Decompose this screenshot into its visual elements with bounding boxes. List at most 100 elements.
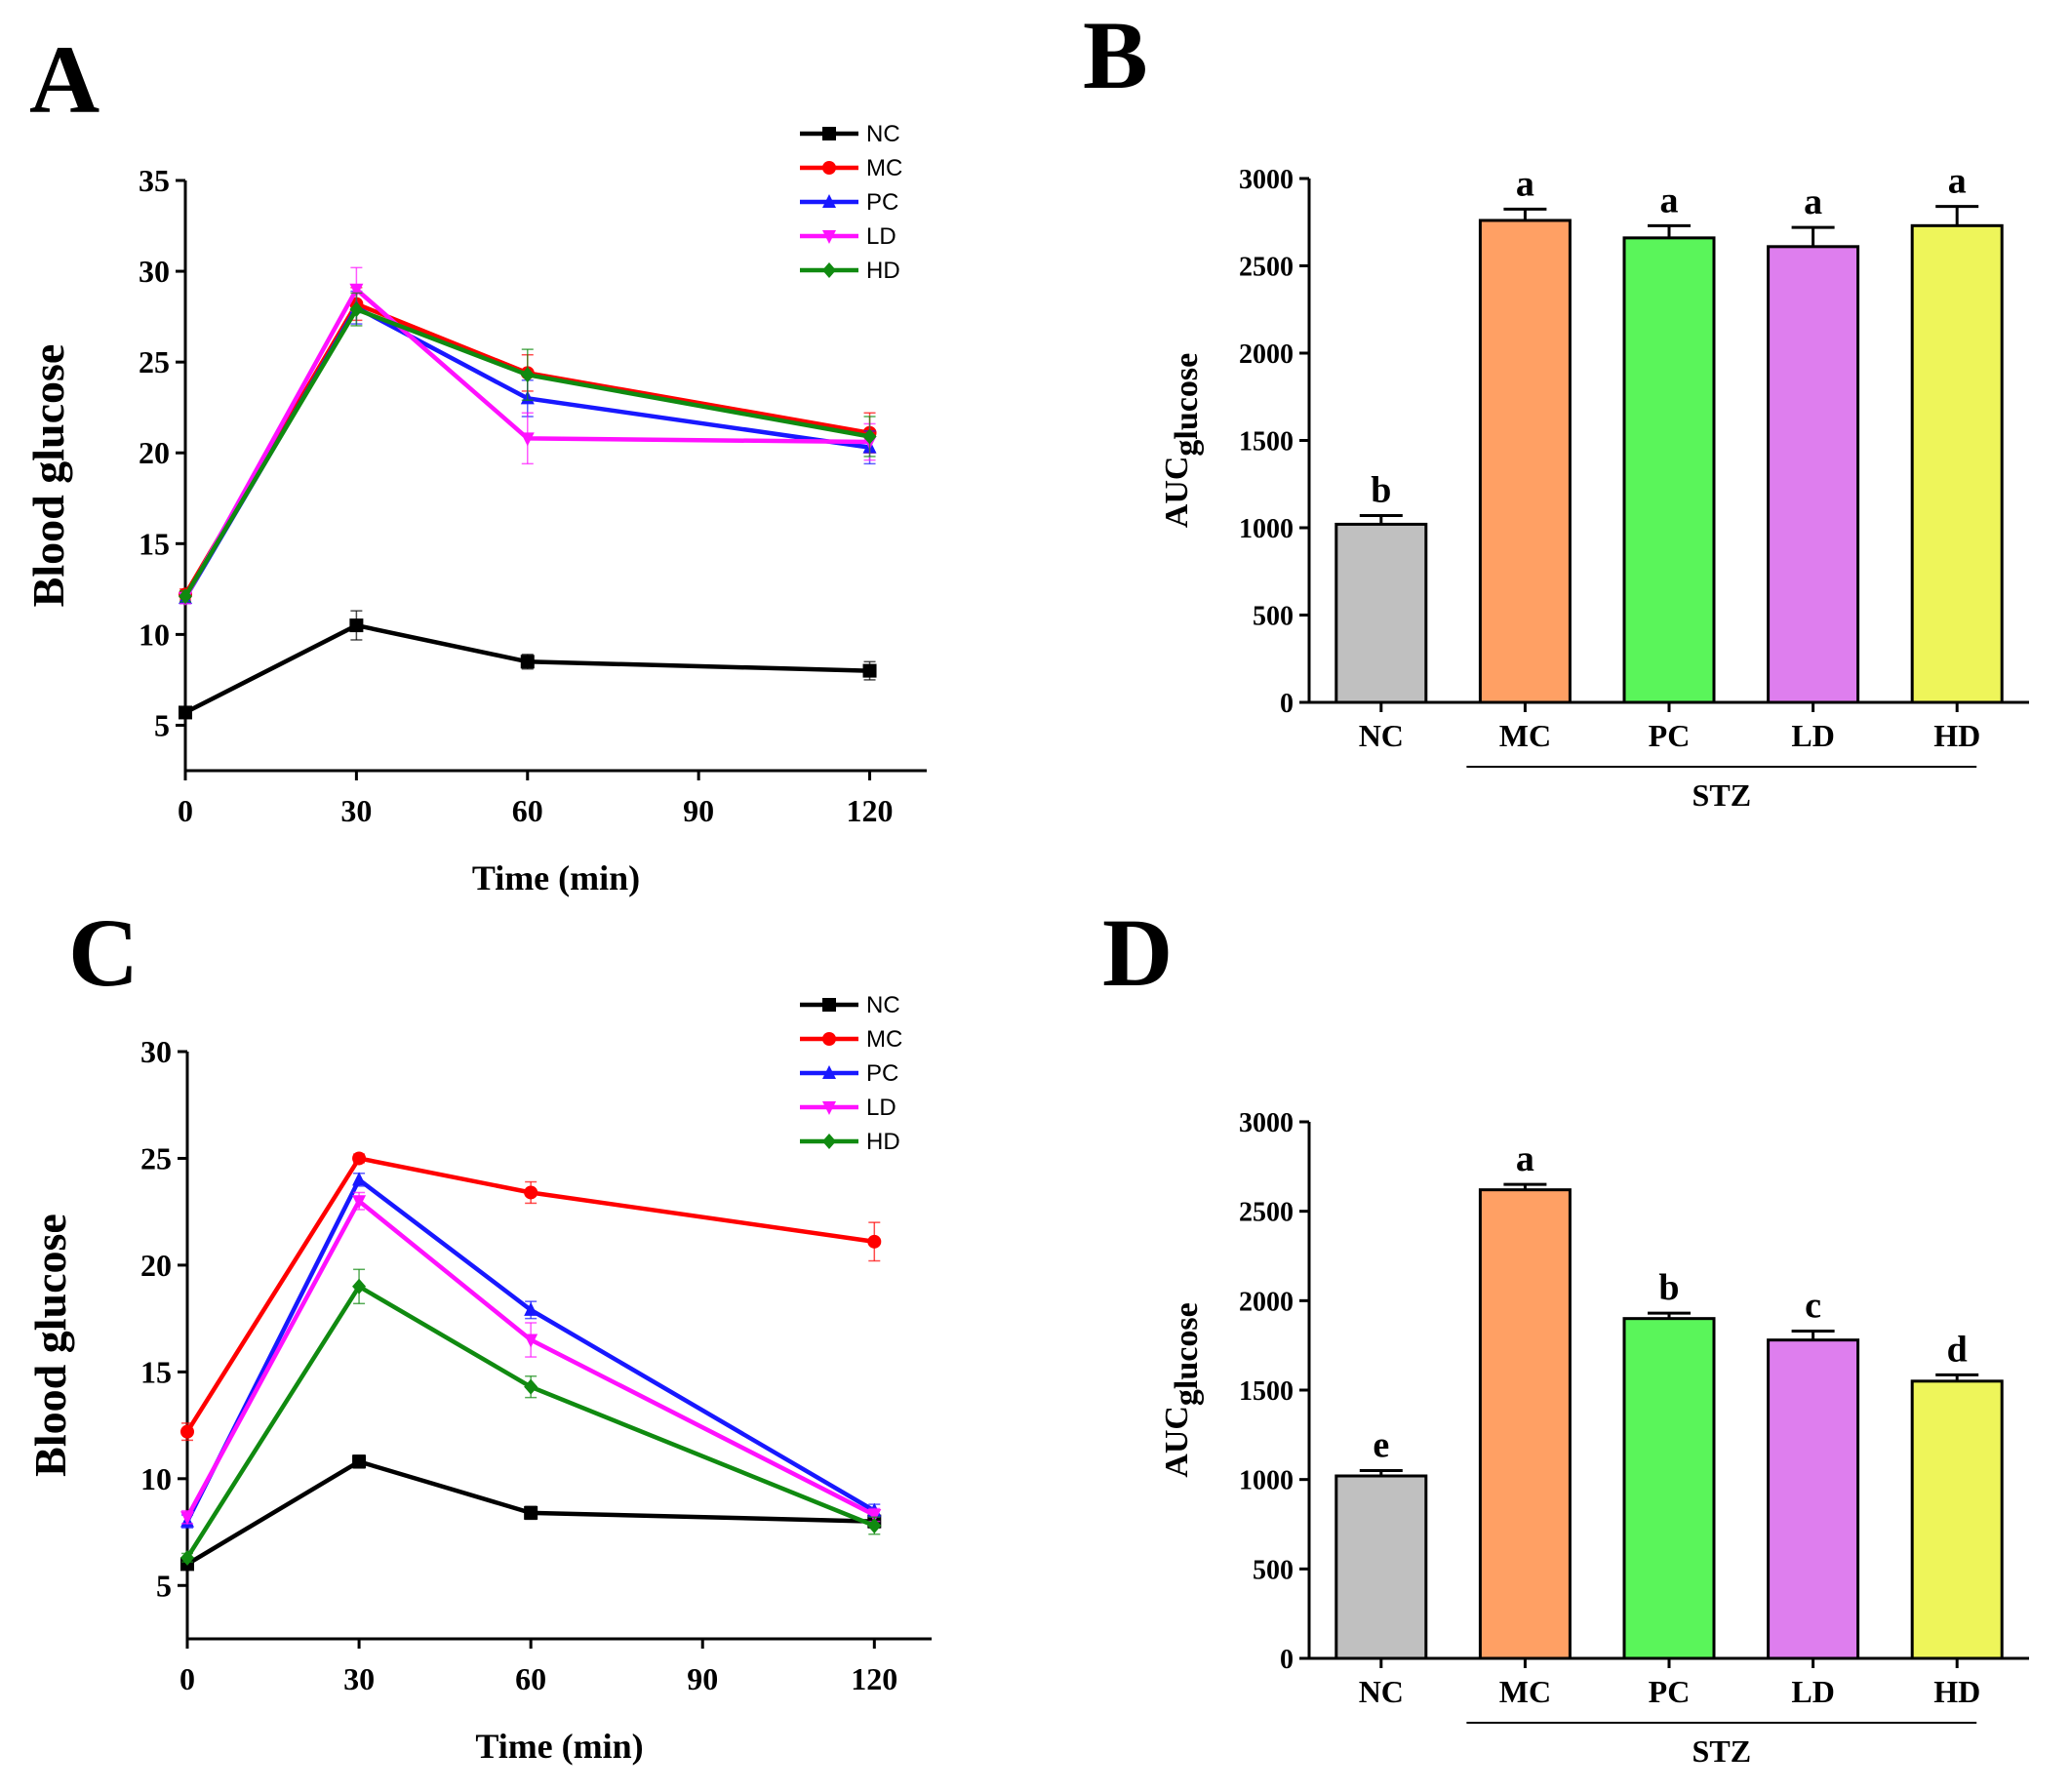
data-point-nc [524,1505,538,1520]
bar-mc [1478,1188,1572,1660]
significance-letter: e [1373,1425,1389,1466]
legend-marker [822,127,836,140]
x-tick-label: LD [1791,1674,1834,1709]
data-point-nc [352,1454,367,1469]
x-tick-label: 120 [847,793,894,828]
x-tick-label: 90 [683,793,714,828]
panel-label-a: A [29,25,100,134]
x-tick-label: LD [1791,718,1834,753]
data-point-hd [180,1549,194,1566]
y-tick-label: 20 [139,435,170,470]
bar-hd [1910,223,2004,704]
legend-label-pc: PC [866,189,898,216]
x-tick-label: 0 [179,1661,195,1696]
series-line-hd [183,306,870,598]
legend-label-hd: HD [866,258,900,284]
y-tick-label: 5 [154,707,170,742]
y-tick-label: 0 [1280,1645,1294,1675]
data-point-hd [352,1278,367,1294]
data-point-hd [349,301,364,318]
data-point-hd [524,1378,538,1395]
legend-label-ld: LD [866,223,896,250]
significance-letter: a [1804,181,1822,222]
series-line-ld [185,1197,876,1519]
data-point-pc [352,1172,367,1186]
y-tick-label: 2000 [1239,339,1294,370]
y-tick-label: 25 [140,1140,172,1175]
series-line-nc [183,622,870,715]
legend-label-mc: MC [866,1026,902,1053]
y-tick-label: 3000 [1239,165,1294,195]
panel-label-c: C [68,898,139,1007]
x-tick-label: 120 [851,1661,897,1696]
y-tick-label: 1500 [1239,427,1294,458]
significance-letter: a [1948,161,1967,202]
data-point-nc [520,655,535,669]
y-tick-label: 500 [1253,1555,1294,1585]
legend-marker [822,1065,836,1079]
x-tick-label: 90 [687,1661,718,1696]
chart-panel-a: 5 10 15 20 25 30 35 0 30 60 90 120 Time (min) Blood g… [23,121,927,897]
significance-letter: d [1947,1329,1968,1370]
bar-hd [1910,1379,2004,1660]
x-tick-label: 60 [515,1661,546,1696]
group-label: STZ [1693,1733,1751,1769]
legend-marker [822,262,836,278]
y-tick-label: 20 [140,1248,172,1283]
x-tick-label: 30 [340,793,372,828]
y-tick-label: 25 [139,344,170,379]
data-point-ld [520,432,535,447]
bar-pc [1622,236,1716,704]
data-point-mc [180,1424,194,1439]
x-tick-label: 30 [343,1661,375,1696]
data-point-nc [862,663,877,678]
bar-mc [1478,219,1572,704]
group-label: STZ [1693,777,1751,813]
legend-marker [822,194,836,208]
x-tick-label: NC [1359,718,1404,753]
x-tick-label: HD [1933,1674,1980,1709]
series-line-hd [185,1283,876,1560]
x-tick-label: 0 [178,793,193,828]
significance-letter: a [1516,1138,1534,1179]
data-point-ld [867,1509,882,1524]
x-tick-label: PC [1649,1674,1691,1709]
y-tick-label: 500 [1253,602,1294,632]
chart-panel-d: 0 500 1000 1500 2000 2500 3000 e NC a MC b PC c LD d HD S… [1159,1108,2029,1769]
significance-letter: a [1516,163,1534,204]
panel-label-d: D [1102,898,1173,1007]
legend-label-mc: MC [866,155,902,181]
y-axis-title: Blood glucose [23,344,73,608]
x-axis-title: Time (min) [475,1727,643,1766]
chart-panel-b: 0 500 1000 1500 2000 2500 3000 b NC a MC a PC a LD a HD S… [1159,161,2029,813]
y-axis-title: Blood glucose [25,1214,75,1477]
y-tick-label: 2000 [1239,1287,1294,1317]
y-tick-label: 3000 [1239,1108,1294,1138]
x-axis-title: Time (min) [472,858,640,897]
legend-label-nc: NC [866,121,900,147]
data-point-hd [867,1517,882,1533]
y-tick-label: 1000 [1239,1466,1294,1496]
chart-panel-c: 5 10 15 20 25 30 0 30 60 90 120 Time (min) Blood glu… [25,992,932,1766]
y-axis-title-subscript: glucose [1169,1302,1205,1406]
data-point-pc [524,1301,538,1316]
y-tick-label: 1000 [1239,514,1294,544]
data-point-hd [520,367,535,383]
series-line-mc [185,1155,875,1433]
y-tick-label: 35 [139,163,170,198]
y-axis-title: AUCglucose [1159,1302,1205,1477]
y-axis-title-subscript: glucose [1169,353,1205,457]
y-tick-label: 2500 [1239,253,1294,283]
y-tick-label: 30 [139,254,170,289]
bar-pc [1622,1317,1716,1660]
panel-label-b: B [1083,1,1148,109]
y-tick-label: 15 [140,1354,172,1389]
legend-marker [822,1134,836,1149]
bar-nc [1334,1474,1428,1660]
data-point-ld [349,283,364,298]
y-axis-title-main: AUC [1159,457,1195,529]
data-point-mc [352,1151,367,1166]
x-tick-label: NC [1359,1674,1404,1709]
y-tick-label: 5 [156,1568,172,1603]
